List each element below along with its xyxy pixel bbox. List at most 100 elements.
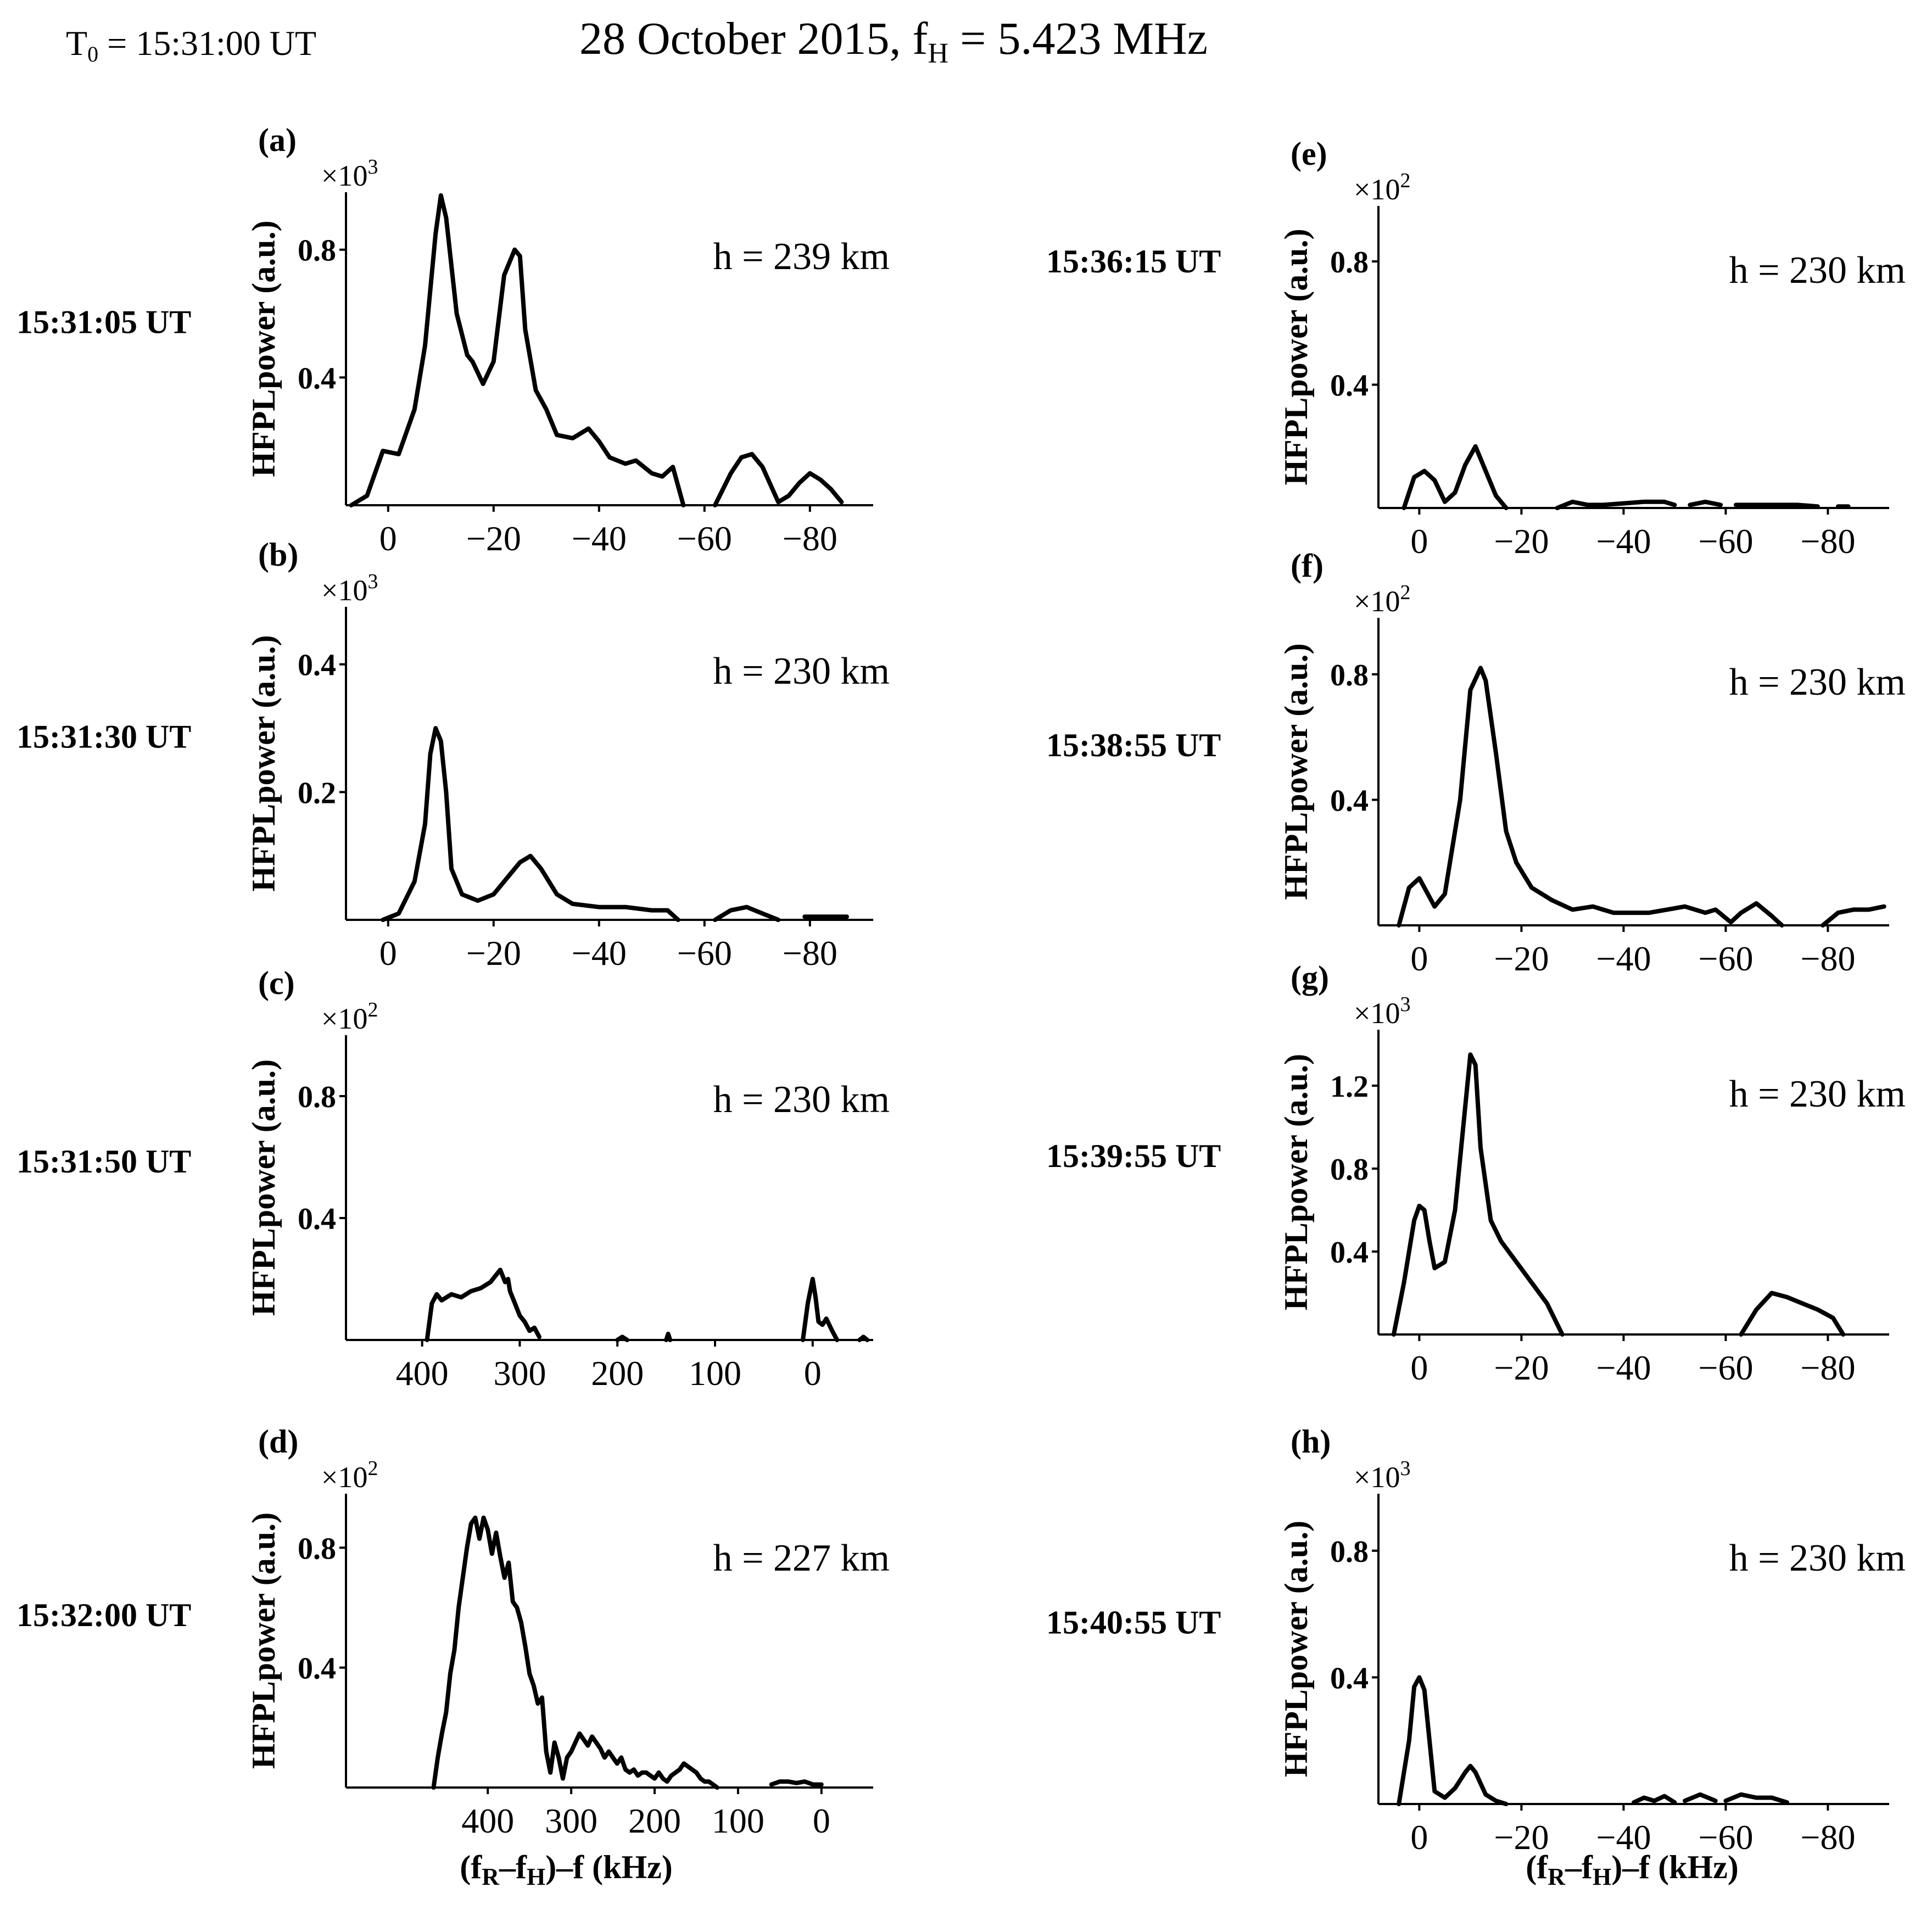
y-tick-label: 0.8 — [298, 1532, 336, 1566]
x-tick-label: 200 — [591, 1354, 644, 1393]
series-line-h-4 — [1723, 1792, 1789, 1805]
multiplier-exponent: 3 — [1400, 1457, 1410, 1480]
y-axis-label: HFPLpower (a.u.) — [245, 1512, 282, 1769]
multiplier-exponent: 2 — [1400, 169, 1410, 192]
y-tick-label: 0.4 — [298, 361, 336, 395]
multiplier-base: ×10 — [321, 1002, 367, 1035]
y-axis-label: HFPLpower (a.u.) — [245, 1059, 282, 1316]
panel-label: (g) — [1291, 959, 1329, 996]
series-line-c-2 — [615, 1334, 629, 1342]
y-multiplier: ×103 — [1354, 993, 1410, 1030]
y-tick-label: 0.4 — [298, 649, 336, 683]
height-label: h = 230 km — [713, 1079, 890, 1121]
panels: 0 −20 −40 −60 −800.40.8×103(a)15:31:05 UTh =… — [16, 122, 1906, 1857]
x-tick-label: −40 — [1596, 522, 1651, 561]
x-tick-label: 300 — [545, 1801, 598, 1840]
y-multiplier: ×103 — [1354, 1457, 1410, 1494]
x-tick-label: −40 — [1596, 1348, 1651, 1387]
time-label: 15:32:00 UT — [16, 1597, 191, 1633]
series-line-c-1 — [425, 1267, 541, 1342]
y-multiplier: ×102 — [321, 1457, 378, 1494]
height-label: h = 227 km — [713, 1537, 890, 1579]
panel-label: (c) — [258, 965, 295, 1001]
series-line-g-2 — [1739, 1291, 1846, 1337]
panel-label: (a) — [258, 122, 297, 158]
x-tick-label: −60 — [677, 519, 732, 558]
y-axis-label: HFPLpower (a.u.) — [245, 635, 282, 891]
y-axis-label: HFPLpower (a.u.) — [1278, 1054, 1314, 1310]
multiplier-base: ×10 — [1354, 997, 1400, 1030]
figure-title: 28 October 2015, fH = 5.423 MHz — [579, 13, 1208, 69]
series-line-a-1 — [349, 193, 686, 507]
x-tick-label: 0 — [804, 1354, 822, 1393]
x-tick-label: −40 — [1596, 1818, 1651, 1857]
series-line-e-1 — [1401, 444, 1509, 510]
x-tick-label: 400 — [396, 1354, 449, 1393]
y-tick-label: 0.8 — [298, 1080, 336, 1114]
height-label: h = 230 km — [1729, 249, 1906, 292]
panel-a: 0 −20 −40 −60 −80 0.4 0.8 ×103 (a) 15:31:05 UT h =… — [16, 122, 890, 558]
y-multiplier: ×102 — [321, 998, 378, 1035]
x-tick-label: −20 — [1494, 939, 1549, 978]
y-tick-label: 0.8 — [1330, 245, 1369, 280]
panel-h: 0 −20 −40 −60 −80 0.4 0.8 ×103 (h) 15:40:55 UT h =… — [1046, 1423, 1906, 1857]
x-axis-label-left: (fR–fH)–f (kHz) — [460, 1849, 673, 1890]
multiplier-exponent: 2 — [367, 998, 378, 1021]
y-tick-label: 0.4 — [1330, 1236, 1369, 1270]
multiplier-base: ×10 — [1354, 585, 1400, 618]
panel-c: 400 300 200 100 0 0.4 0.8 ×102 (c) 15:31:50 UT h =… — [16, 965, 890, 1393]
multiplier-exponent: 2 — [367, 1457, 378, 1480]
x-tick-label: −60 — [1698, 522, 1753, 561]
series-line-h-3 — [1683, 1792, 1718, 1803]
y-axis-label: HFPLpower (a.u.) — [245, 220, 282, 477]
panel-d: 400 300 200 100 0 0.4 0.8 ×102 (d) 15:32:00 UT h =… — [16, 1423, 890, 1840]
x-tick-label: −60 — [1698, 1348, 1753, 1387]
multiplier-exponent: 3 — [367, 155, 378, 178]
panel-label: (b) — [258, 537, 298, 573]
x-tick-label: 200 — [628, 1801, 681, 1840]
x-tick-label: −20 — [466, 519, 521, 558]
series-line-b-2 — [713, 904, 781, 922]
height-label: h = 230 km — [1729, 1537, 1906, 1579]
y-axis-label: HFPLpower (a.u.) — [1278, 228, 1314, 485]
series-line-b-1 — [381, 726, 680, 922]
y-axis-label: HFPLpower (a.u.) — [1278, 643, 1314, 900]
time-label: 15:40:55 UT — [1046, 1604, 1221, 1640]
x-tick-label: −20 — [466, 934, 521, 973]
series-line-e-4 — [1734, 502, 1820, 509]
x-tick-label: 0 — [379, 519, 397, 558]
time-label: 15:38:55 UT — [1046, 727, 1221, 763]
height-label: h = 230 km — [713, 650, 890, 692]
series-line-d-2 — [769, 1779, 824, 1787]
y-tick-label: 1.2 — [1330, 1070, 1369, 1104]
x-tick-label: 300 — [493, 1354, 546, 1393]
x-tick-label: 100 — [712, 1801, 764, 1840]
x-tick-label: 0 — [379, 934, 397, 973]
time-label: 15:31:30 UT — [16, 719, 191, 755]
multiplier-exponent: 2 — [1400, 581, 1410, 604]
t0-label: T0 = 15:31:00 UT — [66, 24, 316, 66]
y-axis-label: HFPLpower (a.u.) — [1278, 1521, 1314, 1777]
series-line-h-1 — [1397, 1675, 1509, 1806]
y-multiplier: ×102 — [1354, 581, 1410, 618]
panel-b: 0 −20 −40 −60 −80 0.2 0.4 ×103 (b) 15:31:30 UT h =… — [16, 537, 890, 973]
time-label: 15:36:15 UT — [1046, 243, 1221, 280]
multiplier-exponent: 3 — [1400, 993, 1410, 1016]
series-line-d-1 — [431, 1515, 719, 1790]
y-tick-label: 0.8 — [1330, 1535, 1369, 1569]
time-label: 15:31:50 UT — [16, 1143, 191, 1180]
x-tick-label: 100 — [689, 1354, 741, 1393]
series-line-c-5 — [857, 1334, 870, 1342]
x-tick-label: −60 — [677, 934, 732, 973]
x-tick-label: −80 — [783, 934, 837, 973]
series-line-c-4 — [801, 1277, 840, 1342]
y-tick-label: 0.8 — [1330, 1153, 1369, 1187]
x-tick-label: −80 — [1800, 1818, 1855, 1857]
panel-label: (e) — [1291, 136, 1327, 172]
series-line-c-3 — [664, 1331, 673, 1342]
x-tick-label: −20 — [1494, 522, 1549, 561]
y-tick-label: 0.2 — [298, 776, 336, 810]
x-tick-label: −80 — [783, 519, 837, 558]
y-tick-label: 0.8 — [1330, 658, 1369, 692]
